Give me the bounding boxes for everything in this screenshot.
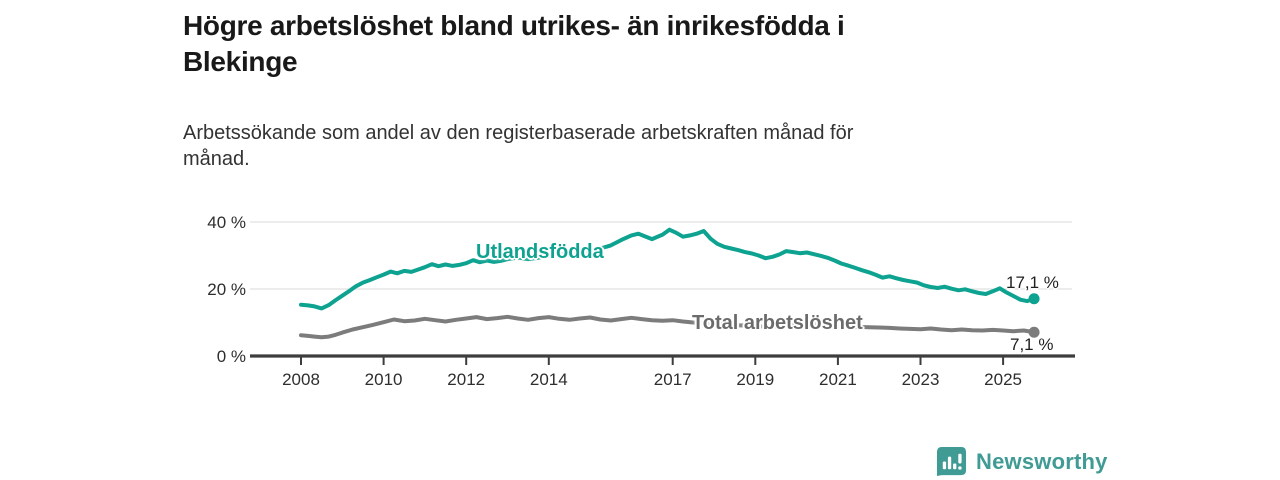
x-tick-label: 2008 bbox=[282, 370, 320, 389]
x-tick-label: 2021 bbox=[819, 370, 857, 389]
x-tick-label: 2012 bbox=[447, 370, 485, 389]
y-tick-label: 0 % bbox=[217, 347, 246, 366]
x-tick-label: 2023 bbox=[902, 370, 940, 389]
chart-header: Högre arbetslöshet bland utrikes- än inr… bbox=[183, 8, 1183, 80]
series-end-dot bbox=[1028, 293, 1040, 305]
x-axis-labels: 2008 2010 2012 2014 2017 2019 2021 2023 2025 bbox=[282, 370, 1022, 389]
series-label-utlandsfodda: Utlandsfödda bbox=[476, 241, 604, 263]
chart-subtitle: Arbetssökande som andel av den registerb… bbox=[183, 120, 1183, 172]
end-value-utlandsfodda: 17,1 % bbox=[1006, 273, 1059, 292]
end-value-total-arbetsloshet: 7,1 % bbox=[1010, 335, 1054, 354]
series-line-utlandsf-dda bbox=[299, 227, 1037, 311]
y-tick-label: 40 % bbox=[207, 213, 246, 232]
x-tick-label: 2010 bbox=[365, 370, 403, 389]
newsworthy-wordmark: Newsworthy bbox=[976, 448, 1108, 474]
y-tick-label: 20 % bbox=[207, 280, 246, 299]
page-title-line-1: Högre arbetslöshet bland utrikes- än inr… bbox=[183, 10, 845, 41]
newsworthy-logo-icon bbox=[936, 446, 967, 477]
x-tick-label: 2019 bbox=[736, 370, 774, 389]
x-tick-label: 2014 bbox=[530, 370, 568, 389]
series-lines bbox=[299, 227, 1037, 340]
series-line-total-arbetsl-shet bbox=[299, 314, 1037, 340]
x-axis bbox=[250, 354, 1075, 365]
subtitle-line-2: månad. bbox=[183, 148, 250, 170]
newsworthy-brand: Newsworthy bbox=[936, 446, 1108, 477]
y-axis-labels: 0 % 20 % 40 % bbox=[207, 213, 246, 366]
subtitle-line-1: Arbetssökande som andel av den registerb… bbox=[183, 122, 854, 144]
series-end-dot bbox=[1028, 326, 1040, 338]
logo-bar-chart-glyph bbox=[942, 453, 962, 470]
page-title-line-2: Blekinge bbox=[183, 46, 298, 77]
x-tick-label: 2025 bbox=[984, 370, 1022, 389]
series-label-total-arbetsloshet: Total arbetslöshet bbox=[692, 312, 863, 334]
x-tick-label: 2017 bbox=[654, 370, 692, 389]
series-end-dots bbox=[1028, 293, 1040, 338]
